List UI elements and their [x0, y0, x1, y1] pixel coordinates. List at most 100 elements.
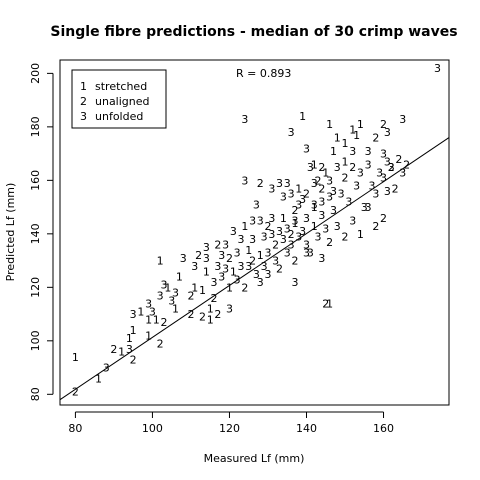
data-point: 3	[295, 231, 302, 244]
y-tick-label: 120	[29, 277, 42, 298]
data-point: 2	[395, 153, 402, 166]
data-point: 3	[272, 255, 279, 268]
data-point: 3	[234, 273, 241, 286]
data-point: 3	[318, 209, 325, 222]
data-point: 3	[157, 289, 164, 302]
data-point: 3	[361, 201, 368, 214]
data-point: 3	[315, 231, 322, 244]
data-point: 1	[311, 201, 318, 214]
data-point: 3	[268, 228, 275, 241]
data-point: 2	[110, 343, 117, 356]
legend-symbol-2: 2	[80, 95, 87, 108]
data-point: 1	[342, 156, 349, 169]
data-point: 1	[176, 271, 183, 284]
data-point: 2	[315, 174, 322, 187]
data-point: 1	[322, 166, 329, 179]
data-point: 2	[187, 308, 194, 321]
data-point: 3	[326, 174, 333, 187]
data-point: 2	[214, 239, 221, 252]
legend-symbol-3: 3	[80, 110, 87, 123]
data-point: 3	[245, 260, 252, 273]
data-point: 2	[392, 182, 399, 195]
legend-symbol-1: 1	[80, 80, 87, 93]
data-point: 3	[211, 276, 218, 289]
data-point: 3	[384, 156, 391, 169]
data-point: 3	[145, 297, 152, 310]
data-point: 3	[365, 201, 372, 214]
data-point: 1	[280, 212, 287, 225]
data-point: 3	[249, 233, 256, 246]
data-point: 3	[276, 225, 283, 238]
data-point: 3	[203, 252, 210, 265]
data-point: 1	[334, 132, 341, 145]
data-point: 3	[257, 276, 264, 289]
data-point: 1	[357, 228, 364, 241]
data-point: 1	[226, 281, 233, 294]
y-axis: 80 100 120 140 160 180 200	[29, 63, 54, 401]
data-point: 2	[130, 354, 137, 367]
data-point: 2	[160, 316, 167, 329]
data-point: 3	[261, 260, 268, 273]
legend: 1 stretched 2 unaligned 3 unfolded	[71, 69, 167, 129]
data-point: 1	[241, 220, 248, 233]
data-point: 2	[322, 297, 329, 310]
data-point: 2	[276, 263, 283, 276]
data-point: 3	[126, 343, 133, 356]
data-point: 3	[280, 190, 287, 203]
x-axis: 80 100 120 140 160	[68, 411, 394, 435]
data-point: 3	[334, 220, 341, 233]
data-point: 3	[103, 362, 110, 375]
data-point: 3	[349, 214, 356, 227]
legend-label-stretched: stretched	[95, 80, 147, 93]
data-point: 1	[291, 217, 298, 230]
data-point: 3	[257, 214, 264, 227]
data-point: 3	[330, 204, 337, 217]
data-point: 1	[299, 110, 306, 123]
data-point: 3	[284, 177, 291, 190]
data-point: 3	[380, 172, 387, 185]
data-point: 1	[191, 281, 198, 294]
data-point: 2	[214, 308, 221, 321]
data-point: 1	[153, 313, 160, 326]
data-point: 3	[338, 188, 345, 201]
data-point: 3	[264, 247, 271, 260]
data-point: 1	[137, 305, 144, 318]
data-point: 2	[264, 220, 271, 233]
data-point: 3	[365, 158, 372, 171]
data-point: 2	[211, 292, 218, 305]
y-tick-label: 180	[29, 116, 42, 137]
data-point: 2	[249, 255, 256, 268]
data-point: 1	[203, 265, 210, 278]
data-point: 3	[253, 268, 260, 281]
data-point: 3	[365, 145, 372, 158]
data-point: 3	[380, 148, 387, 161]
data-point: 3	[160, 279, 167, 292]
data-point: 1	[207, 313, 214, 326]
data-point: 3	[241, 174, 248, 187]
data-point: 3	[376, 166, 383, 179]
data-point: 3	[264, 268, 271, 281]
fit-line	[59, 137, 450, 401]
data-point: 3	[238, 233, 245, 246]
y-tick-label: 100	[29, 330, 42, 351]
data-point: 1	[311, 220, 318, 233]
data-point: 3	[253, 198, 260, 211]
data-point: 3	[230, 225, 237, 238]
data-point: 1	[353, 129, 360, 142]
data-point: 2	[272, 239, 279, 252]
data-point: 1	[311, 158, 318, 171]
data-point: 1	[342, 137, 349, 150]
plot-frame	[59, 59, 450, 406]
y-axis-label: Predicted Lf (mm)	[4, 183, 17, 282]
data-point: 3	[299, 193, 306, 206]
y-tick-label: 140	[29, 223, 42, 244]
data-point: 3	[222, 239, 229, 252]
data-point: 3	[303, 247, 310, 260]
data-point: 3	[384, 185, 391, 198]
data-point: 3	[303, 142, 310, 155]
data-point: 1	[207, 303, 214, 316]
data-point: 2	[157, 337, 164, 350]
data-point: 2	[403, 158, 410, 171]
data-point: 3	[130, 308, 137, 321]
